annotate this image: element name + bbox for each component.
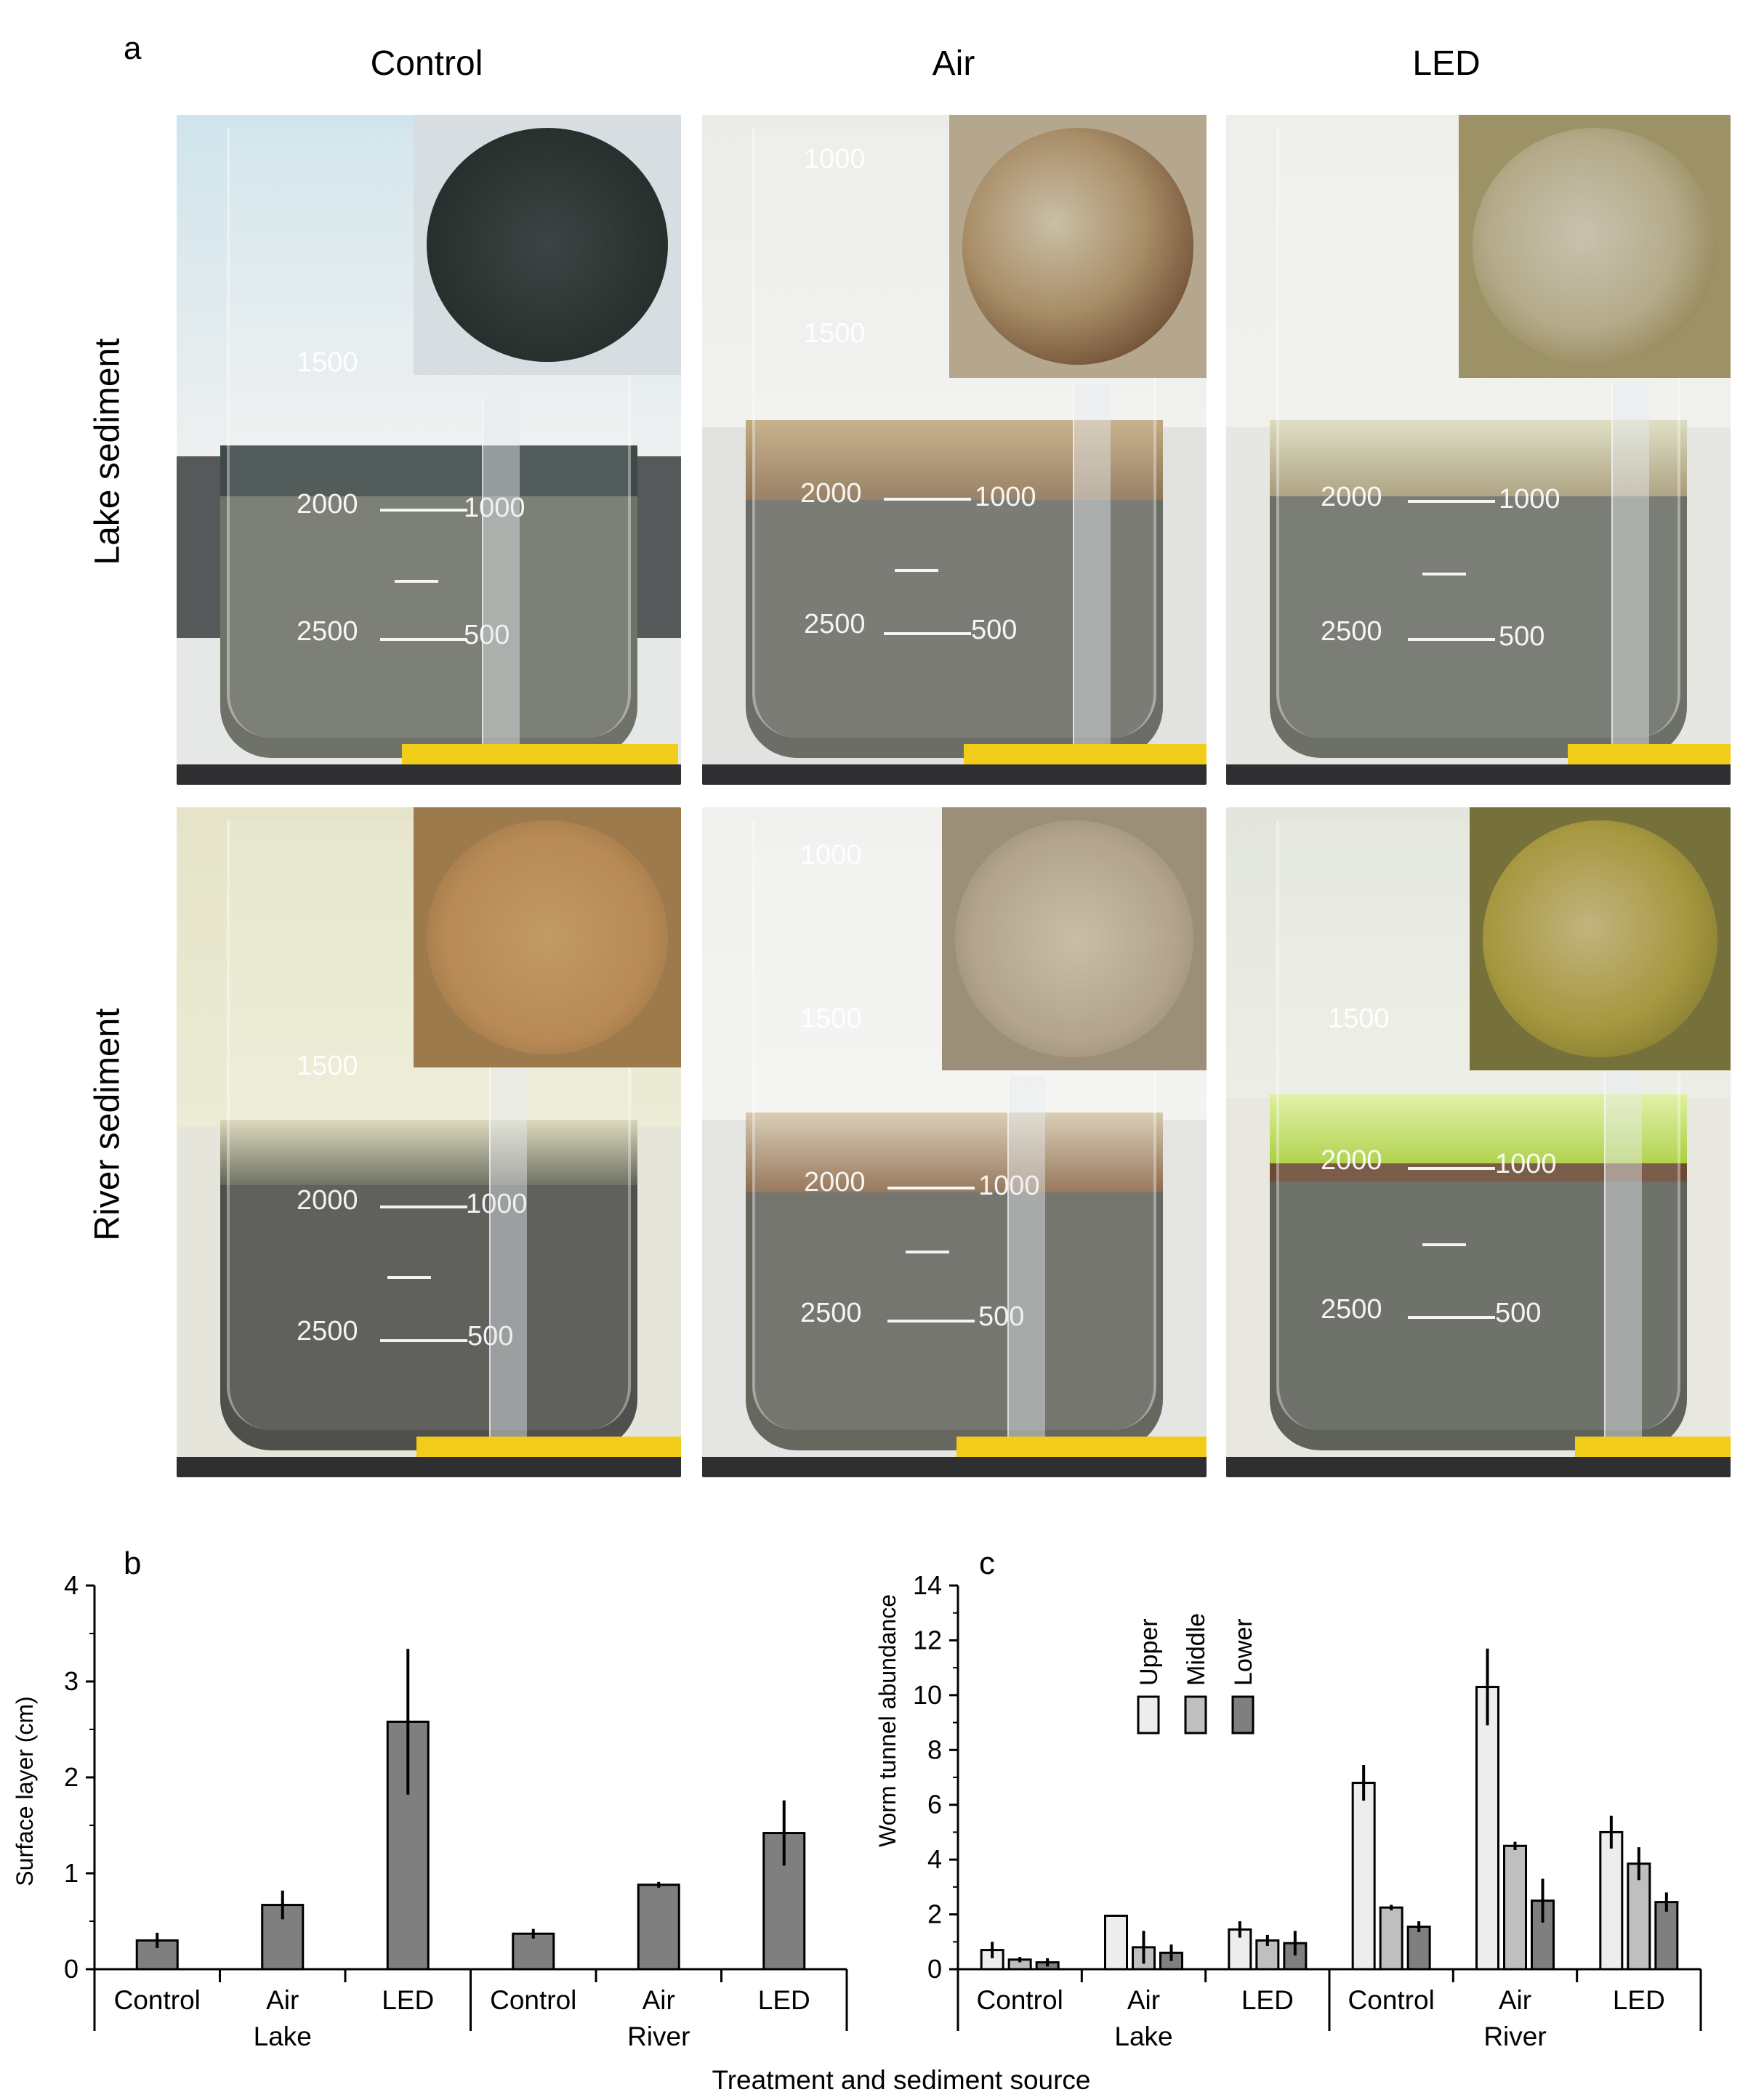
group-label: Lake bbox=[1114, 2022, 1172, 2051]
bar-lower bbox=[1531, 1899, 1555, 1971]
photo-river-control: 1500 2000 1000 2500 500 bbox=[177, 807, 681, 1477]
surface-layer bbox=[746, 420, 1163, 500]
x-tick-label: Control bbox=[114, 1985, 201, 2015]
x-tick-label: LED bbox=[1241, 1985, 1294, 2015]
y-tick-label: 4 bbox=[927, 1844, 942, 1874]
x-tick-label: Air bbox=[1499, 1985, 1531, 2015]
column-title-control: Control bbox=[370, 44, 483, 83]
chart-c: 0 2 4 6 8 10 12 14 Control Air LED Control Air LED Lak… bbox=[913, 1570, 1702, 2051]
inset-dish-lake-control bbox=[414, 115, 681, 375]
sediment-column bbox=[746, 500, 1163, 758]
legend-label: Lower bbox=[1230, 1618, 1257, 1686]
photo-lake-control: 1500 2000 1000 2500 500 bbox=[177, 115, 681, 785]
shared-xlabel: Treatment and sediment source bbox=[712, 2065, 1091, 2095]
inset-dish-river-led bbox=[1470, 807, 1731, 1070]
x-tick-label: Air bbox=[266, 1985, 299, 2015]
x-tick-label: LED bbox=[758, 1985, 810, 2015]
surface-layer bbox=[1270, 1094, 1687, 1163]
surface-layer bbox=[220, 445, 637, 496]
legend-swatch bbox=[1184, 1695, 1207, 1734]
inset-dish-river-air bbox=[942, 807, 1207, 1070]
group-label: Lake bbox=[254, 2022, 312, 2051]
column-title-air: Air bbox=[932, 44, 975, 83]
y-tick-label: 8 bbox=[927, 1734, 942, 1764]
panel-a-letter: a bbox=[124, 31, 142, 66]
y-tick-label: 14 bbox=[913, 1570, 942, 1600]
photo-lake-air: 1000 1500 2000 1000 2500 500 bbox=[702, 115, 1207, 785]
x-tick-label: LED bbox=[382, 1985, 434, 2015]
legend-label: Upper bbox=[1135, 1618, 1163, 1686]
bar-upper bbox=[1475, 1686, 1499, 1971]
y-tick-label: 0 bbox=[927, 1954, 942, 1984]
x-tick-label: LED bbox=[1613, 1985, 1665, 2015]
y-tick-label: 0 bbox=[64, 1954, 78, 1984]
panel-b-letter: b bbox=[124, 1546, 141, 1581]
inset-dish-lake-led bbox=[1459, 115, 1731, 378]
chart-c-ylabel: Worm tunnel abundance bbox=[874, 1594, 901, 1847]
chart-b-ylabel: Surface layer (cm) bbox=[12, 1696, 38, 1886]
bar-middle bbox=[1379, 1906, 1403, 1971]
photo-lake-led: 2000 1000 2500 500 bbox=[1226, 115, 1731, 785]
x-tick-label: Control bbox=[977, 1985, 1063, 2015]
surface-layer bbox=[1270, 420, 1687, 496]
y-tick-label: 10 bbox=[913, 1680, 942, 1710]
group-label: River bbox=[627, 2022, 690, 2051]
y-tick-label: 12 bbox=[913, 1625, 942, 1655]
y-tick-label: 3 bbox=[64, 1666, 78, 1696]
bar bbox=[512, 1932, 555, 1971]
sediment-column bbox=[220, 1185, 637, 1450]
legend-swatch bbox=[1231, 1695, 1254, 1734]
y-tick-label: 4 bbox=[64, 1570, 78, 1600]
surface-layer bbox=[746, 1112, 1163, 1192]
y-tick-label: 2 bbox=[927, 1899, 942, 1929]
bar bbox=[637, 1883, 680, 1971]
x-tick-label: Air bbox=[643, 1985, 675, 2015]
chart-b: 0 1 2 3 4 Control Air LED Control Air LED Lake River bbox=[64, 1570, 848, 2051]
x-tick-label: Air bbox=[1127, 1985, 1160, 2015]
legend-swatch bbox=[1137, 1695, 1160, 1734]
bar-upper bbox=[1351, 1782, 1376, 1971]
x-tick-label: Control bbox=[1348, 1985, 1435, 2015]
sediment-column bbox=[220, 496, 637, 758]
y-tick-label: 2 bbox=[64, 1762, 78, 1792]
y-tick-label: 6 bbox=[927, 1790, 942, 1820]
bar-middle bbox=[1503, 1844, 1527, 1971]
bar-lower bbox=[1406, 1926, 1431, 1971]
group-label: River bbox=[1483, 2022, 1546, 2051]
panel-c-letter: c bbox=[979, 1546, 995, 1581]
bar-middle bbox=[1627, 1862, 1651, 1971]
inset-dish-river-control bbox=[414, 807, 681, 1067]
photo-river-air: 1000 1500 2000 1000 2500 500 bbox=[702, 807, 1207, 1477]
bar-upper bbox=[1104, 1914, 1128, 1971]
bar-upper bbox=[1599, 1830, 1624, 1971]
photo-river-led: 1500 2000 1000 2500 500 bbox=[1226, 807, 1731, 1477]
column-title-led: LED bbox=[1412, 44, 1481, 83]
bar-lower bbox=[1654, 1901, 1679, 1971]
surface-layer bbox=[220, 1120, 637, 1185]
y-tick-label: 1 bbox=[64, 1858, 78, 1888]
legend-label: Middle bbox=[1183, 1613, 1210, 1686]
x-tick-label: Control bbox=[490, 1985, 576, 2015]
sediment-column bbox=[1270, 496, 1687, 758]
inset-dish-lake-air bbox=[949, 115, 1207, 378]
